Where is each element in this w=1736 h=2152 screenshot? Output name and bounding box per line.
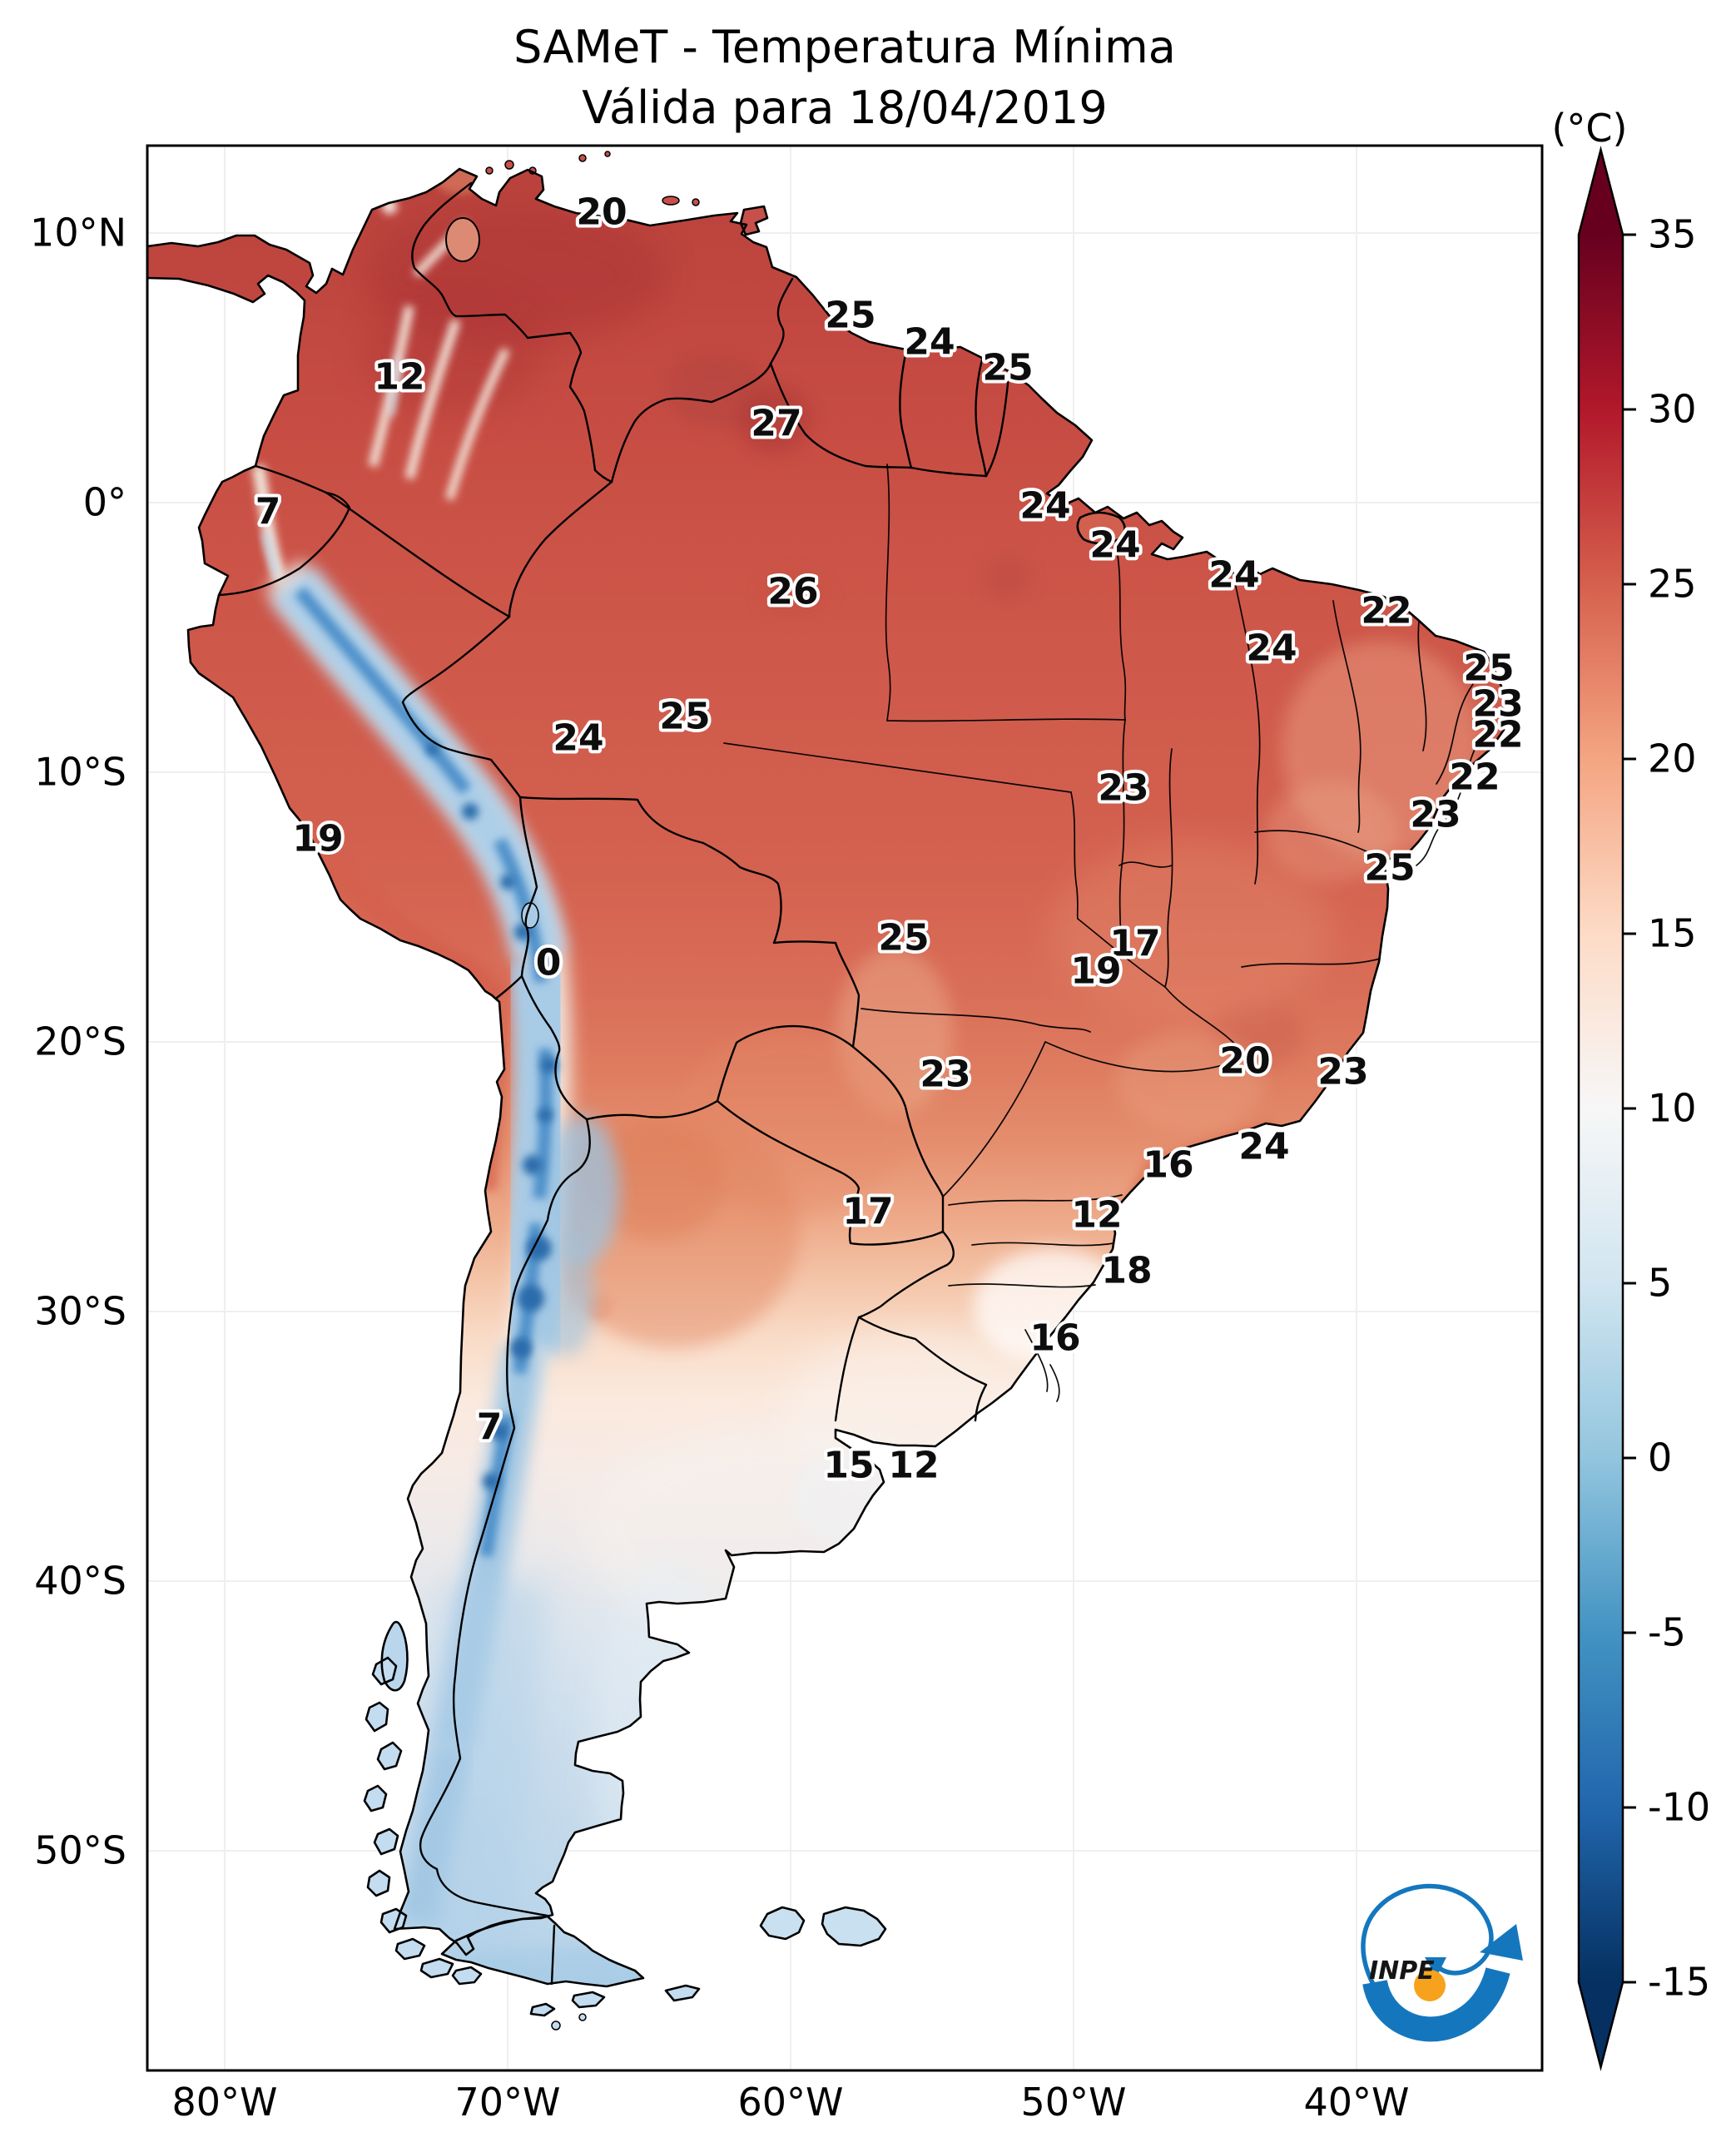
inpe-logo: INPE xyxy=(1361,1883,1523,2042)
station-value: 27 xyxy=(751,402,801,444)
station-value: 23 xyxy=(1410,793,1461,836)
y-axis-tick-label: 10°S xyxy=(34,750,126,795)
station-value: 12 xyxy=(1071,1193,1122,1236)
colorbar-tick-label: 30 xyxy=(1648,387,1697,432)
inpe-logo-swirl-arrowhead xyxy=(1425,1957,1446,1977)
station-value: 19 xyxy=(1070,950,1121,992)
station-value: 23 xyxy=(1098,766,1148,809)
colorbar-tick-label: 5 xyxy=(1648,1261,1672,1306)
station-value: 22 xyxy=(1472,713,1523,756)
x-axis-tick-label: 70°W xyxy=(454,2080,560,2125)
station-value: 7 xyxy=(477,1406,503,1448)
colorbar-tick-label: 20 xyxy=(1648,736,1697,781)
colorbar-tick-label: -5 xyxy=(1648,1610,1686,1655)
y-axis-tick-label: 10°N xyxy=(30,211,126,255)
station-value: 24 xyxy=(1246,627,1297,669)
colorbar-tick-label: -10 xyxy=(1648,1785,1710,1830)
colorbar-tick-label: 25 xyxy=(1648,562,1697,607)
station-value: 19 xyxy=(292,817,343,860)
colorbar-tick-label: 35 xyxy=(1648,212,1697,257)
x-axis-tick-label: 40°W xyxy=(1303,2080,1409,2125)
country-borders xyxy=(217,181,1010,1986)
islands xyxy=(365,151,1125,2031)
inpe-logo-orange-dot xyxy=(1414,1970,1446,2001)
station-value: 16 xyxy=(1029,1316,1080,1359)
station-value: 12 xyxy=(374,355,424,398)
station-value: 23 xyxy=(920,1053,970,1095)
colorbar-tick-label: 15 xyxy=(1648,911,1697,956)
station-value: 25 xyxy=(825,294,875,336)
station-value: 23 xyxy=(1317,1050,1368,1093)
x-axis-tick-label: 50°W xyxy=(1020,2080,1126,2125)
station-value: 24 xyxy=(1019,484,1070,527)
x-axis-labels: 80°W 70°W 60°W 50°W 40°W xyxy=(171,2080,1409,2125)
colorbar-tick-label: 10 xyxy=(1648,1086,1697,1131)
y-axis-tick-label: 40°S xyxy=(34,1559,126,1604)
station-value: 25 xyxy=(659,695,710,737)
y-axis-labels: 10°N 0° 10°S 20°S 30°S 40°S 50°S xyxy=(30,211,126,1873)
colorbar: (°C) 35 30 25 20 15 10 5 0 -5 -10 -15 xyxy=(1551,106,1710,2071)
colorbar-ticks: 35 30 25 20 15 10 5 0 -5 -10 -15 xyxy=(1623,212,1710,2005)
station-value: 25 xyxy=(982,346,1033,389)
colorbar-tick-label: -15 xyxy=(1648,1960,1710,2005)
station-value: 23 xyxy=(1472,682,1523,725)
station-value: 7 xyxy=(255,490,281,533)
figure-subtitle: Válida para 18/04/2019 xyxy=(582,82,1107,134)
figure-title: SAMeT - Temperatura Mínima xyxy=(513,21,1176,73)
station-value: 0 xyxy=(536,941,562,984)
station-value: 26 xyxy=(767,570,818,612)
figure-titles: SAMeT - Temperatura Mínima Válida para 1… xyxy=(513,21,1176,134)
station-value: 12 xyxy=(888,1444,939,1486)
station-value: 18 xyxy=(1101,1249,1152,1292)
x-axis-tick-label: 60°W xyxy=(737,2080,843,2125)
station-value: 17 xyxy=(842,1190,893,1232)
inpe-logo-text: INPE xyxy=(1369,1956,1435,1986)
colorbar-unit-label: (°C) xyxy=(1551,106,1627,151)
station-value: 22 xyxy=(1361,589,1411,632)
station-value: 15 xyxy=(823,1444,874,1486)
station-value: 20 xyxy=(576,191,627,233)
station-value: 16 xyxy=(1143,1143,1193,1186)
station-value: 24 xyxy=(1238,1125,1289,1168)
state-borders xyxy=(723,464,1490,1402)
station-value: 24 xyxy=(553,717,603,759)
station-value: 25 xyxy=(1364,846,1415,889)
y-axis-tick-label: 0° xyxy=(83,480,126,525)
station-value: 17 xyxy=(1109,922,1160,964)
map-frame xyxy=(146,144,1544,2072)
station-value: 24 xyxy=(1208,553,1259,596)
station-value: 24 xyxy=(1089,523,1140,566)
station-value: 24 xyxy=(904,320,955,363)
y-axis-tick-label: 20°S xyxy=(34,1019,126,1064)
inpe-logo-swirl xyxy=(1361,1883,1494,1997)
y-axis-tick-label: 30°S xyxy=(34,1289,126,1334)
colorbar-bar xyxy=(1577,146,1624,2071)
lake-maracaibo xyxy=(445,217,480,262)
station-value: 22 xyxy=(1449,756,1500,798)
inpe-logo-arrow-body xyxy=(1362,1966,1510,2042)
station-value: 20 xyxy=(1219,1039,1270,1082)
station-value: 25 xyxy=(1463,647,1514,689)
x-axis-tick-label: 80°W xyxy=(171,2080,277,2125)
station-value: 25 xyxy=(878,916,929,959)
y-axis-tick-label: 50°S xyxy=(34,1828,126,1873)
colorbar-tick-label: 0 xyxy=(1648,1435,1672,1480)
